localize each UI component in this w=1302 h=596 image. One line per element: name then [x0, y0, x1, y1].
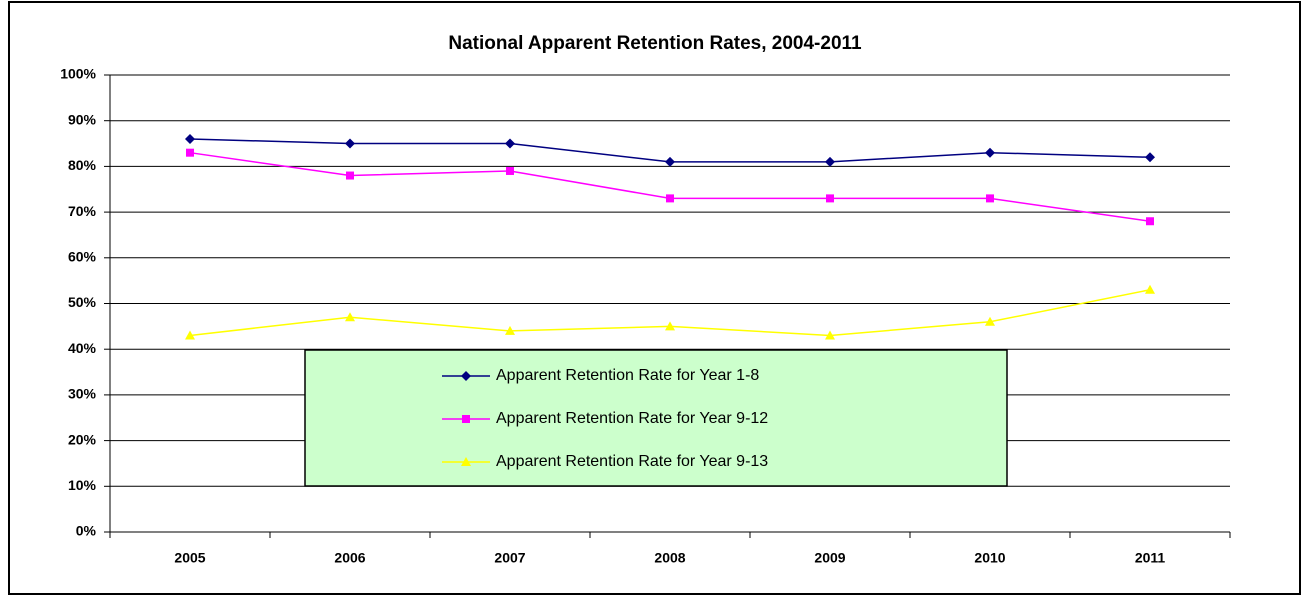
marker: [345, 312, 355, 322]
marker: [985, 147, 995, 158]
x-tick-label: 2010: [974, 550, 1005, 566]
legend-label: Apparent Retention Rate for Year 9-12: [496, 410, 768, 427]
y-tick-label: 90%: [68, 111, 97, 127]
y-tick-label: 80%: [68, 157, 97, 173]
y-tick-label: 20%: [68, 431, 97, 447]
marker: [345, 138, 355, 149]
marker: [461, 371, 471, 381]
x-tick-label: 2009: [814, 550, 845, 566]
x-tick-label: 2008: [654, 550, 685, 566]
marker: [665, 321, 675, 331]
marker: [505, 325, 515, 335]
y-tick-label: 50%: [68, 294, 97, 310]
legend-label: Apparent Retention Rate for Year 9-13: [496, 453, 768, 470]
y-tick-label: 60%: [68, 249, 97, 265]
marker: [985, 316, 995, 326]
marker: [462, 415, 470, 423]
y-tick-label: 40%: [68, 340, 97, 356]
marker: [666, 194, 674, 203]
x-tick-label: 2011: [1135, 550, 1166, 566]
y-tick-label: 30%: [68, 386, 97, 402]
x-tick-label: 2006: [334, 550, 365, 566]
chart-title: National Apparent Retention Rates, 2004-…: [448, 33, 862, 54]
y-tick-label: 10%: [68, 477, 97, 493]
legend-label: Apparent Retention Rate for Year 1-8: [496, 367, 759, 384]
marker: [1145, 284, 1155, 294]
marker: [826, 194, 834, 203]
marker: [1145, 152, 1155, 163]
marker: [461, 457, 471, 466]
marker: [506, 166, 514, 175]
y-tick-label: 70%: [68, 203, 97, 219]
marker: [1146, 217, 1154, 226]
y-tick-label: 0%: [76, 523, 97, 539]
marker: [665, 156, 675, 167]
marker: [825, 156, 835, 167]
marker: [505, 138, 515, 149]
marker: [825, 330, 835, 340]
marker: [185, 133, 195, 144]
x-tick-label: 2007: [494, 550, 525, 566]
chart-frame: [8, 1, 1301, 595]
x-tick-label: 2005: [174, 550, 205, 566]
marker: [346, 171, 354, 180]
marker: [185, 330, 195, 340]
y-tick-label: 100%: [60, 66, 96, 82]
marker: [186, 148, 194, 157]
legend-box: [304, 349, 1008, 487]
marker: [986, 194, 994, 203]
